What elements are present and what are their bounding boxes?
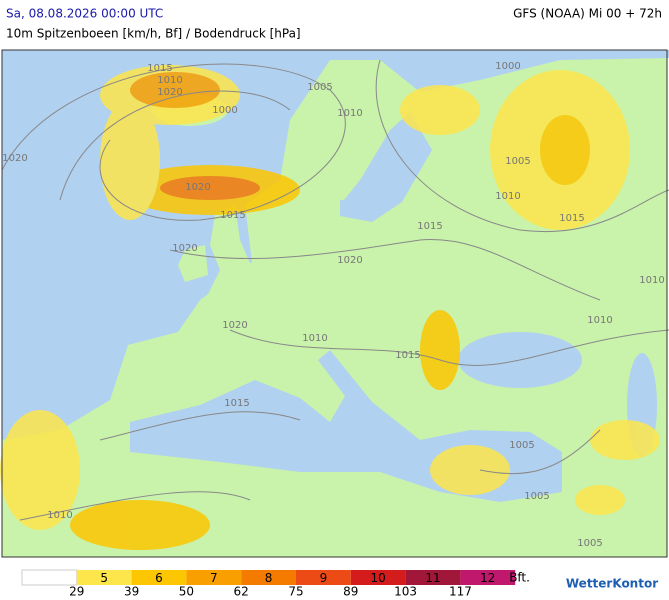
legend-bft: 10 bbox=[371, 571, 386, 585]
isobar-label: 1010 bbox=[495, 191, 520, 202]
baltic-sea bbox=[340, 112, 432, 222]
legend-swatch bbox=[405, 570, 461, 585]
atlantic bbox=[2, 50, 669, 440]
isobar-label: 1020 bbox=[172, 243, 197, 254]
isobar-label: 1015 bbox=[417, 221, 442, 232]
isobar-label: 1005 bbox=[505, 156, 530, 167]
map-frame bbox=[1, 49, 668, 558]
datetime: Sa, 08.08.2026 00:00 UTC bbox=[6, 7, 163, 21]
legend-threshold: 29 bbox=[69, 585, 84, 599]
isobar-label: 1010 bbox=[639, 275, 664, 286]
isobar-label: 1010 bbox=[587, 315, 612, 326]
brand: WetterKontor bbox=[566, 577, 658, 591]
isobar-label: 1015 bbox=[224, 398, 249, 409]
isobar-label: 1005 bbox=[577, 538, 602, 549]
isobar-label: 1020 bbox=[157, 87, 182, 98]
isobar-label: 1010 bbox=[47, 510, 72, 521]
isobar-label: 1015 bbox=[559, 213, 584, 224]
isobar-label: 1010 bbox=[337, 108, 362, 119]
legend-swatch bbox=[186, 570, 242, 585]
ireland bbox=[178, 245, 208, 282]
legend-bft: 5 bbox=[100, 571, 108, 585]
isobar-label: 1005 bbox=[307, 82, 332, 93]
legend-swatch bbox=[241, 570, 296, 585]
isobar-label: 1010 bbox=[157, 75, 182, 86]
isobars bbox=[1, 59, 669, 521]
isobar-label: 1000 bbox=[495, 61, 520, 72]
isobar-label: 1010 bbox=[302, 333, 327, 344]
map: 1015101010201000100510001020101010051010… bbox=[0, 49, 669, 558]
legend-threshold: 50 bbox=[179, 585, 194, 599]
legend-threshold: 103 bbox=[394, 585, 417, 599]
isobar-label: 1015 bbox=[220, 210, 245, 221]
legend-threshold: 62 bbox=[234, 585, 249, 599]
legend-bft: 9 bbox=[320, 571, 328, 585]
legend-bft: 7 bbox=[210, 571, 218, 585]
legend-bft: 8 bbox=[265, 571, 273, 585]
isobar-label: 1000 bbox=[212, 105, 237, 116]
legend-swatch bbox=[296, 570, 351, 585]
legend-bft: 12 bbox=[480, 571, 495, 585]
legend-bft: 11 bbox=[425, 571, 440, 585]
model-run: GFS (NOAA) Mi 00 + 72h bbox=[513, 7, 662, 21]
legend-threshold: 75 bbox=[288, 585, 303, 599]
legend-threshold: 39 bbox=[124, 585, 139, 599]
isobar-label: 1005 bbox=[524, 491, 549, 502]
legend-unit: Bft. bbox=[509, 571, 530, 585]
isobar-label: 1020 bbox=[2, 153, 27, 164]
legend-swatch bbox=[350, 570, 406, 585]
legend-base bbox=[21, 569, 78, 586]
isobar-label: 1015 bbox=[395, 350, 420, 361]
isobar-label: 1020 bbox=[185, 182, 210, 193]
great-britain bbox=[205, 205, 255, 300]
subtitle: 10m Spitzenboeen [km/h, Bf] / Bodendruck… bbox=[6, 27, 301, 41]
isobar-label: 1005 bbox=[509, 440, 534, 451]
scandinavia bbox=[290, 62, 420, 202]
legend-swatch bbox=[131, 570, 187, 585]
legend-swatch bbox=[460, 570, 516, 585]
legend-swatch bbox=[76, 570, 132, 585]
legend-threshold: 89 bbox=[343, 585, 358, 599]
isobar-label: 1020 bbox=[337, 255, 362, 266]
legend-bft: 6 bbox=[155, 571, 163, 585]
isobar-label: 1015 bbox=[147, 63, 172, 74]
legend-threshold: 117 bbox=[449, 585, 472, 599]
isobar-label: 1020 bbox=[222, 320, 247, 331]
gust-areas bbox=[0, 65, 660, 550]
